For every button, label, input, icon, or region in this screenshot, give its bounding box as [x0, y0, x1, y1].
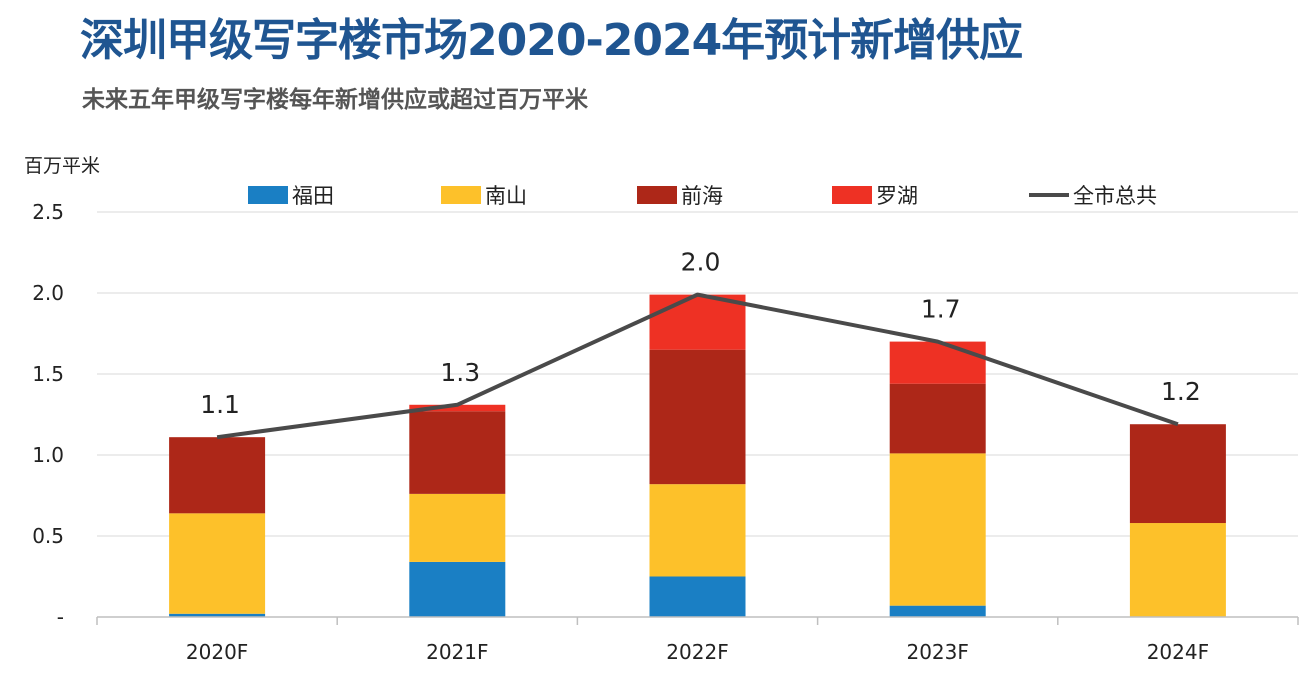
chart-title: 深圳甲级写字楼市场2020-2024年预计新增供应	[80, 15, 1023, 66]
bar-segment	[649, 294, 746, 350]
total-data-label: 1.3	[440, 358, 480, 387]
bar-segment	[889, 341, 986, 384]
legend-label: 南山	[485, 184, 527, 208]
y-tick-label: 2.5	[32, 200, 64, 224]
legend-label: 罗湖	[876, 184, 918, 208]
legend-label: 全市总共	[1073, 184, 1157, 208]
legend-swatch	[832, 186, 872, 204]
x-tick-label: 2020F	[186, 640, 248, 664]
legend-swatch	[441, 186, 481, 204]
bar-segment	[169, 613, 266, 617]
y-tick-label: 1.0	[32, 443, 64, 467]
bar-segment	[889, 605, 986, 617]
bar-segment	[409, 561, 506, 617]
total-data-label: 1.1	[200, 390, 240, 419]
bar-segment	[649, 576, 746, 617]
y-tick-label: -	[57, 605, 64, 629]
bar-segment	[649, 484, 746, 577]
bar-segment	[409, 493, 506, 562]
total-data-label: 1.2	[1161, 377, 1201, 406]
y-tick-label: 2.0	[32, 281, 64, 305]
y-tick-label: 0.5	[32, 524, 64, 548]
total-line	[216, 292, 1179, 440]
bar-segment	[169, 513, 266, 614]
bar-segment	[409, 411, 506, 494]
bar-segment	[1129, 424, 1226, 524]
bar-segment	[889, 453, 986, 606]
bar-segment	[1129, 523, 1226, 617]
legend-swatch	[248, 186, 288, 204]
y-tick-label: 1.5	[32, 362, 64, 386]
total-data-label: 1.7	[921, 295, 961, 324]
legend-swatch	[637, 186, 677, 204]
bar-segment	[409, 404, 506, 412]
bar-segment	[649, 349, 746, 485]
legend-label: 前海	[681, 184, 723, 208]
x-tick-label: 2023F	[906, 640, 968, 664]
x-tick-label: 2021F	[426, 640, 488, 664]
x-tick-label: 2024F	[1147, 640, 1209, 664]
bar-segment	[889, 383, 986, 454]
total-data-label: 2.0	[681, 248, 721, 277]
legend-label: 福田	[292, 184, 334, 208]
chart-subtitle: 未来五年甲级写字楼每年新增供应或超过百万平米	[82, 87, 588, 113]
bar-segment	[169, 437, 266, 514]
y-unit-label: 百万平米	[24, 155, 100, 177]
x-tick-label: 2022F	[666, 640, 728, 664]
